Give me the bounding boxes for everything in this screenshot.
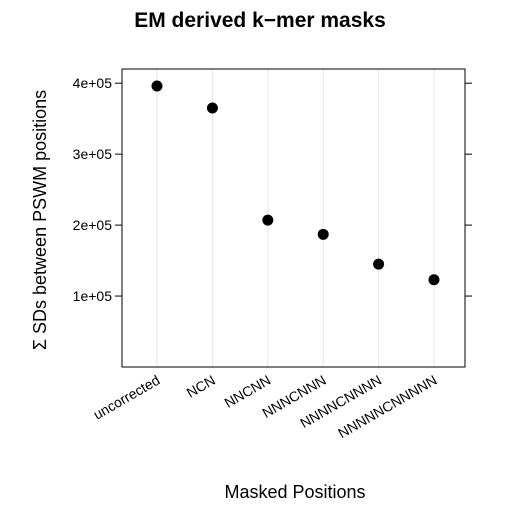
data-point-NNNNCNNNN bbox=[373, 258, 385, 270]
y-axis-label: Σ SDs between PSWM positions bbox=[30, 90, 50, 350]
y-tick-label: 2e+05 bbox=[73, 217, 113, 233]
grid-lines bbox=[156, 69, 435, 367]
y-tick-label: 1e+05 bbox=[73, 288, 113, 304]
plot-area-frame bbox=[121, 68, 466, 368]
y-tick-label: 3e+05 bbox=[73, 146, 113, 162]
data-point-NNCNN bbox=[262, 214, 274, 226]
x-tick-label: NNNNNCNNNNN bbox=[335, 372, 439, 441]
chart-title: EM derived k−mer masks bbox=[134, 9, 386, 32]
data-points bbox=[151, 80, 440, 286]
y-tick-label: 4e+05 bbox=[73, 75, 113, 91]
x-axis-label: Masked Positions bbox=[224, 482, 365, 502]
x-axis: uncorrected NCN NNCNNNNNCNNNNNNNCNNNNNNNNN… bbox=[90, 372, 439, 441]
data-point-uncorrected bbox=[151, 80, 163, 92]
x-tick-label: NCN bbox=[184, 372, 218, 401]
data-point-NNNNNCNNNNN bbox=[428, 274, 440, 286]
data-point-NNNCNNN bbox=[317, 228, 329, 240]
x-tick-label: uncorrected bbox=[90, 372, 162, 423]
data-point-NCN bbox=[206, 102, 218, 114]
y-axis: 1e+05 2e+05 3e+05 4e+05 bbox=[73, 75, 472, 304]
